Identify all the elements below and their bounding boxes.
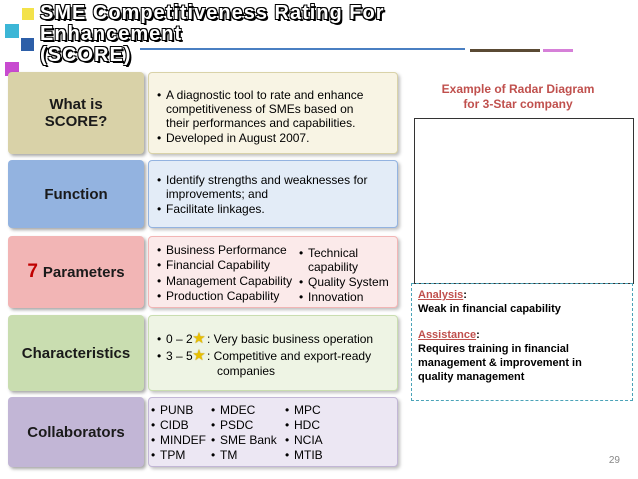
function-bullet-1: Identify strengths and weaknesses for — [166, 173, 368, 187]
row-function: Function • Identify strengths and weaknes… — [8, 160, 398, 228]
radar-example-title: Example of Radar Diagram for 3-Star comp… — [441, 82, 595, 111]
title-line-3: (SCORE) — [40, 44, 132, 66]
char-desc-1: : Very basic business operation — [207, 332, 374, 346]
decor-square-cyan — [5, 24, 19, 38]
label-what-is-score: What is SCORE? — [8, 72, 144, 154]
analysis-box: Analysis: Weak in financial capability A… — [411, 283, 633, 401]
row-what-is-score: What is SCORE? • A diagnostic tool to rat… — [8, 72, 398, 154]
row-characteristics: Characteristics • 0 – 2 ★ : Very basic bu… — [8, 315, 398, 391]
analysis-text: Weak in financial capability — [418, 303, 561, 315]
what-bullet-1-cont-a: competitiveness of SMEs based on — [166, 102, 354, 116]
param-financial-capability: Financial Capability — [166, 258, 271, 272]
char-range-1: 0 – 2 — [166, 332, 193, 346]
assistance-line-1: Requires training in financial — [418, 343, 569, 355]
param-business-performance: Business Performance — [166, 243, 287, 257]
parameters-number: 7 — [27, 261, 38, 282]
param-production-capability: Production Capability — [166, 289, 280, 303]
content-collaborators: • PUNB • CIDB • MINDEF • TPM • MDEC • PSDC • SM… — [148, 397, 398, 467]
title-line-1: SME Competitiveness Rating For — [40, 2, 385, 24]
decor-square-yellow — [22, 8, 34, 20]
star-icon: ★ — [192, 347, 206, 364]
collab-psdc: PSDC — [220, 418, 254, 432]
content-what-is-score: • A diagnostic tool to rate and enhance c… — [148, 72, 398, 154]
label-characteristics: Characteristics — [8, 315, 144, 391]
char-range-2: 3 – 5 — [166, 349, 193, 363]
label-collaborators: Collaborators — [8, 397, 144, 467]
radar-diagram-placeholder — [414, 118, 634, 284]
function-bullet-2: Facilitate linkages. — [166, 202, 265, 216]
char-desc-2-cont: companies — [217, 364, 276, 378]
what-bullet-1: A diagnostic tool to rate and enhance — [166, 88, 364, 102]
param-innovation: Innovation — [308, 290, 364, 304]
content-characteristics: • 0 – 2 ★ : Very basic business operation… — [148, 315, 398, 391]
function-bullet-1-cont: improvements; and — [166, 187, 269, 201]
assistance-line-2: management & improvement in — [418, 357, 582, 369]
label-parameters: 7 Parameters — [8, 236, 144, 308]
row-collaborators: Collaborators • PUNB • CIDB • MINDEF • TPM •… — [8, 397, 398, 467]
analysis-label: Analysis — [418, 289, 464, 301]
collab-sme-bank: SME Bank — [220, 433, 277, 447]
param-quality-system: Quality System — [308, 275, 389, 289]
what-bullet-2: Developed in August 2007. — [166, 131, 310, 145]
collab-mtib: MTIB — [294, 448, 323, 462]
label-function: Function — [8, 160, 144, 228]
content-parameters: • Business Performance • Financial Capabil… — [148, 236, 398, 308]
collab-tm: TM — [220, 448, 238, 462]
collab-punb: PUNB — [160, 403, 194, 417]
collab-ncia: NCIA — [294, 433, 323, 447]
title-underline-blue — [140, 48, 465, 50]
param-technical: Technical — [308, 246, 359, 260]
assistance-label: Assistance — [418, 329, 477, 341]
collab-mpc: MPC — [294, 403, 321, 417]
collab-hdc: HDC — [294, 418, 320, 432]
row-parameters: 7 Parameters • Business Performance • Fina… — [8, 236, 398, 308]
title-underline-pink — [543, 49, 573, 52]
param-technical-cont: capability — [308, 260, 359, 274]
assistance-line-3: quality management — [418, 371, 525, 383]
collab-cidb: CIDB — [160, 418, 189, 432]
page-title: SME Competitiveness Rating For Enhanceme… — [40, 3, 480, 66]
what-bullet-1-cont-b: their performances and capabilities. — [166, 116, 356, 130]
collab-mdec: MDEC — [220, 403, 256, 417]
collab-tpm: TPM — [160, 448, 186, 462]
decor-square-blue — [21, 38, 34, 51]
collab-mindef: MINDEF — [160, 433, 206, 447]
param-management-capability: Management Capability — [166, 274, 293, 288]
page-number: 29 — [608, 455, 620, 466]
star-icon: ★ — [192, 330, 206, 347]
title-underline-brown — [470, 49, 540, 52]
content-function: • Identify strengths and weaknesses for i… — [148, 160, 398, 228]
title-line-2: Enhancement — [40, 23, 183, 45]
char-desc-2: : Competitive and export-ready — [207, 349, 372, 363]
